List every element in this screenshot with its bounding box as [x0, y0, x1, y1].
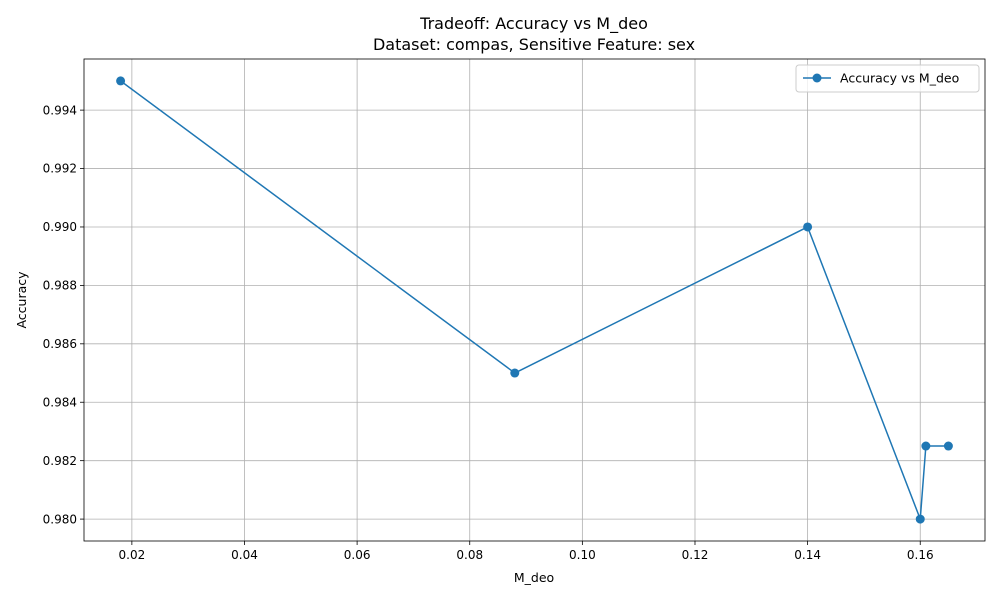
grid [84, 59, 985, 541]
x-ticks: 0.02 0.04 0.06 0.08 0.10 0.12 0.14 0.16 [119, 541, 934, 562]
y-tick-label: 0.990 [43, 220, 77, 234]
x-tick-label: 0.04 [231, 548, 258, 562]
y-tick-label: 0.982 [43, 454, 77, 468]
data-point [510, 368, 520, 378]
legend: Accuracy vs M_deo [795, 64, 980, 93]
x-axis-label: M_deo [514, 570, 554, 585]
y-tick-label: 0.992 [43, 162, 77, 176]
series-layer [116, 76, 953, 524]
data-point [915, 514, 925, 524]
x-tick-label: 0.06 [344, 548, 371, 562]
data-point [943, 441, 953, 451]
x-tick-label: 0.16 [907, 548, 934, 562]
x-tick-label: 0.02 [119, 548, 146, 562]
y-axis-label: Accuracy [14, 271, 29, 329]
y-tick-label: 0.986 [43, 337, 77, 351]
chart-title: Tradeoff: Accuracy vs M_deo [419, 14, 648, 34]
x-tick-label: 0.12 [682, 548, 709, 562]
y-ticks: 0.980 0.982 0.984 0.986 0.988 0.990 0.992 0.994 [43, 103, 84, 526]
data-point [116, 76, 126, 86]
y-tick-label: 0.984 [43, 395, 77, 409]
legend-label: Accuracy vs M_deo [840, 71, 959, 86]
x-tick-label: 0.14 [794, 548, 821, 562]
chart-title-group: Tradeoff: Accuracy vs M_deo Dataset: com… [373, 14, 695, 54]
legend-marker-swatch [812, 73, 822, 83]
x-tick-label: 0.08 [456, 548, 483, 562]
data-point [803, 222, 813, 232]
plot-frame [83, 58, 986, 542]
x-tick-label: 0.10 [569, 548, 596, 562]
chart-subtitle: Dataset: compas, Sensitive Feature: sex [373, 35, 695, 54]
y-tick-label: 0.980 [43, 512, 77, 526]
legend-box [795, 64, 980, 93]
data-point [921, 441, 931, 451]
y-tick-label: 0.994 [43, 103, 77, 117]
y-tick-label: 0.988 [43, 279, 77, 293]
